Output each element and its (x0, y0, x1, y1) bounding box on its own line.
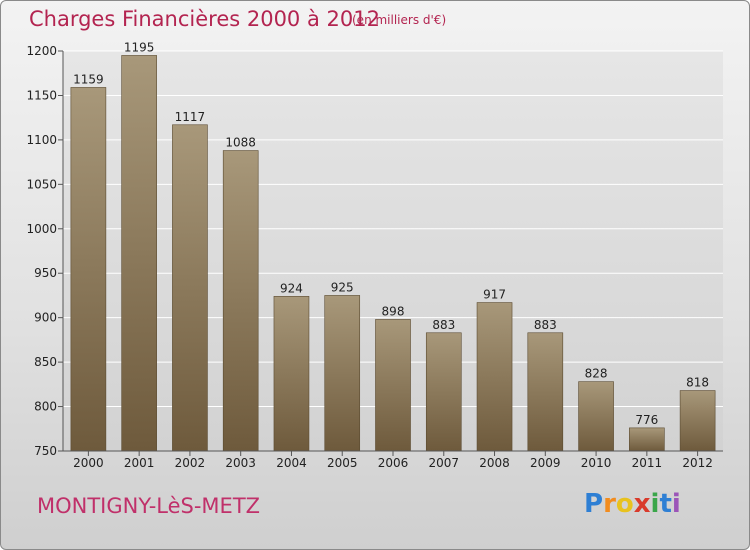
y-tick-label: 950 (34, 266, 57, 280)
bar-value-label: 898 (382, 304, 405, 318)
x-tick-label: 2010 (581, 456, 612, 470)
bar-value-label: 818 (686, 376, 709, 390)
chart-title: Charges Financières 2000 à 2012 (29, 7, 380, 31)
y-tick-label: 850 (34, 355, 57, 369)
bar (222, 150, 259, 452)
bar-value-label: 924 (280, 281, 303, 295)
x-tick-label: 2000 (73, 456, 104, 470)
logo-letter: r (603, 489, 616, 519)
bar-value-label: 828 (585, 367, 608, 381)
x-tick-label: 2011 (632, 456, 663, 470)
y-tick-label: 1050 (26, 177, 57, 191)
data-labels: 1159 1195 1117 1088 924 925 898 883 917 883 828 776… (73, 40, 709, 426)
bars (70, 55, 716, 452)
bar (324, 295, 361, 452)
logo-letter: o (615, 489, 634, 519)
bar (375, 319, 411, 452)
bar-value-label: 1159 (73, 72, 104, 86)
y-tick-label: 1150 (26, 88, 57, 102)
y-axis-ticks: 750 800 850 900 950 1000 1050 1100 1150 1200 (26, 44, 63, 458)
logo-letter: P (584, 489, 604, 519)
y-tick-label: 1200 (26, 44, 57, 58)
logo-letter: t (659, 489, 672, 519)
bar-value-label: 1117 (175, 110, 206, 124)
x-tick-label: 2004 (276, 456, 307, 470)
x-tick-label: 2001 (124, 456, 155, 470)
logo-letter: i (650, 489, 660, 519)
bar (578, 381, 614, 452)
bar (527, 332, 564, 452)
y-tick-label: 1100 (26, 133, 57, 147)
x-tick-label: 2012 (682, 456, 713, 470)
bar-value-label: 1088 (225, 136, 256, 150)
logo-letter: i (671, 489, 681, 519)
bar-value-label: 1195 (124, 40, 155, 54)
bar-value-label: 917 (483, 288, 506, 302)
bar (679, 390, 716, 452)
bar (172, 124, 208, 452)
x-tick-label: 2005 (327, 456, 358, 470)
y-tick-label: 900 (34, 311, 57, 325)
bar-value-label: 776 (635, 413, 658, 427)
bar-value-label: 883 (534, 318, 557, 332)
bar (70, 87, 107, 452)
bar (476, 302, 513, 452)
bar (121, 55, 157, 452)
place-name: MONTIGNY-LèS-METZ (37, 494, 261, 518)
logo-letter: x (633, 489, 651, 519)
proxiti-logo[interactable]: Proxiti (584, 489, 681, 519)
x-tick-label: 2007 (428, 456, 459, 470)
x-tick-label: 2006 (378, 456, 409, 470)
chart-subtitle: (en milliers d'€) (352, 13, 447, 27)
y-tick-label: 1000 (26, 222, 57, 236)
x-tick-label: 2008 (479, 456, 510, 470)
x-axis-ticks: 2000 2001 2002 2003 2004 2005 2006 2007 2008 2009… (73, 451, 713, 470)
x-tick-label: 2009 (530, 456, 561, 470)
x-tick-label: 2003 (225, 456, 256, 470)
x-tick-label: 2002 (175, 456, 206, 470)
bar-value-label: 883 (432, 318, 455, 332)
y-tick-label: 800 (34, 400, 57, 414)
bar (629, 427, 665, 452)
bar (425, 332, 462, 452)
y-tick-label: 750 (34, 444, 57, 458)
bar (273, 296, 310, 452)
bar-value-label: 925 (331, 280, 354, 294)
